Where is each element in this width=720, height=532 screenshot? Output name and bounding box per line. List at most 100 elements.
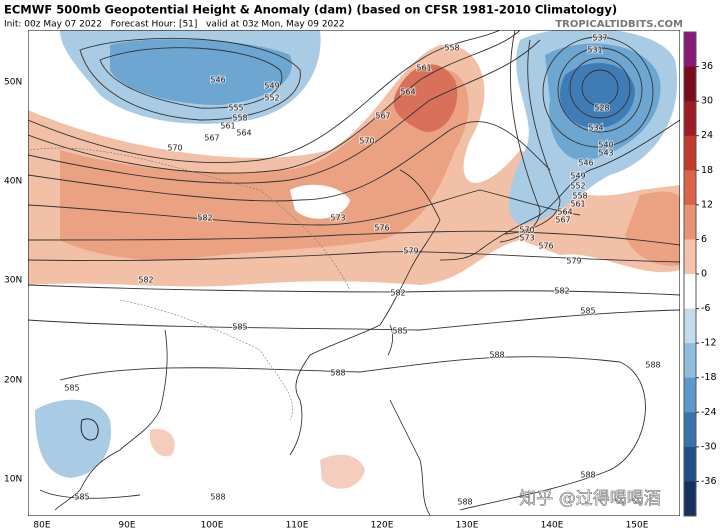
colorbar-segment [684,481,696,517]
contour-label: 576 [538,242,553,251]
colorbar-segment [684,204,696,240]
lat-label: 40N [4,177,22,187]
contour-label: 579 [566,257,581,266]
contour-label: 588 [330,369,345,378]
colorbar-segment [684,412,696,448]
contour-label: 549 [264,82,279,91]
colorbar-tick-label: -30 [701,441,717,452]
contour-label: 546 [210,76,225,85]
lon-label: 100E [201,521,224,531]
subtitle: Init: 00z May 07 2022 Forecast Hour: [51… [4,20,345,30]
contour-label: 585 [392,327,407,336]
colorbar-tick-label: 36 [701,61,713,72]
colorbar-segment [684,343,696,379]
colorbar-tick-label: -36 [701,476,717,487]
contour-label: 549 [570,172,585,181]
contour-label: 537 [592,34,607,43]
contour-label: 588 [457,498,472,507]
colorbar-tick-label: 30 [701,96,713,107]
contour-label: 570 [167,144,182,153]
contour-label: 567 [204,134,219,143]
colorbar-tick-label: -12 [701,338,717,349]
colorbar-tick-label: 0 [701,269,707,280]
colorbar-tick-label: -6 [701,303,710,314]
contour-label: 543 [598,149,613,158]
contour-label: 561 [220,122,235,131]
lon-label: 110E [286,521,309,531]
contour-label: 558 [444,44,459,53]
brand: TROPICALTIDBITS.COM [555,19,683,30]
contour-label: 585 [232,323,247,332]
contour-label: 576 [374,224,389,233]
contour-labels: 5465495525555585615645675705585615645675… [63,33,661,508]
watermark: 知乎 @过得喝喝酒 [519,489,660,509]
colorbar-segment [684,377,696,413]
lat-label: 30N [4,276,22,286]
contour-label: 582 [138,276,153,285]
contour-label: 534 [588,124,603,133]
contour-label: 561 [416,64,431,73]
contour-label: 588 [489,351,504,360]
map-area: 5465495525555585615645675705585615645675… [28,30,680,516]
contours [28,30,680,511]
contour-label: 567 [375,112,390,121]
contour-label: 570 [519,226,534,235]
contour-label: 540 [598,141,613,150]
title: ECMWF 500mb Geopotential Height & Anomal… [4,3,617,17]
colorbar-segment [684,308,696,344]
colorbar-tick-label: -24 [701,407,717,418]
lon-label: 130E [456,521,479,531]
colorbar-tick-label: 6 [701,234,707,245]
contour-label: 558 [232,114,247,123]
lon-label: 80E [33,521,50,531]
colorbar-segment [684,135,696,171]
colorbar-segment [684,66,696,102]
contour-label: 582 [197,214,212,223]
contour-label: 531 [587,46,602,55]
contour-label: 564 [400,88,415,97]
lat-label: 10N [4,475,22,485]
contour-label: 567 [555,216,570,225]
colorbar-segment [684,101,696,137]
contour-label: 573 [330,214,345,223]
contour-label: 561 [570,200,585,209]
colorbar-tick-label: 24 [701,130,713,141]
contour-label: 546 [578,159,593,168]
contour-label: 558 [572,192,587,201]
colorbar-tick-label: -18 [701,372,717,383]
contour-label: 585 [64,384,79,393]
contour-label: 588 [580,471,595,480]
contour-label: 585 [580,307,595,316]
colorbar-tick-label: 18 [701,165,713,176]
contour-label: 564 [557,208,572,217]
contour-label: 588 [645,361,660,370]
contour-label: 552 [570,182,585,191]
colorbar-segment [684,446,696,482]
lat-label: 50N [4,78,22,88]
coastlines [29,119,680,516]
contour-label: 573 [519,234,534,243]
contour-label: 552 [264,94,279,103]
contour-label: 582 [390,289,405,298]
contour-label: 579 [403,247,418,256]
colorbar-segment [684,32,696,68]
lon-label: 90E [118,521,135,531]
colorbar-segment [684,170,696,206]
lon-label: 150E [626,521,649,531]
colorbar: 36 30 24 18 12 6 0 -6 -12 -18 -24 -30 -36 [683,31,717,517]
lon-label: 120E [371,521,394,531]
colorbar-tick-label: 12 [701,199,713,210]
contour-label: 564 [236,129,251,138]
contour-label: 570 [359,137,374,146]
colorbar-segment [684,239,696,275]
lon-label: 140E [541,521,564,531]
contour-label: 555 [228,104,243,113]
contour-label: 528 [594,104,609,113]
contour-label: 582 [554,287,569,296]
lat-label: 20N [4,376,22,386]
colorbar-segment [684,274,696,310]
contour-label: 585 [74,493,89,502]
contour-label: 588 [210,493,225,502]
